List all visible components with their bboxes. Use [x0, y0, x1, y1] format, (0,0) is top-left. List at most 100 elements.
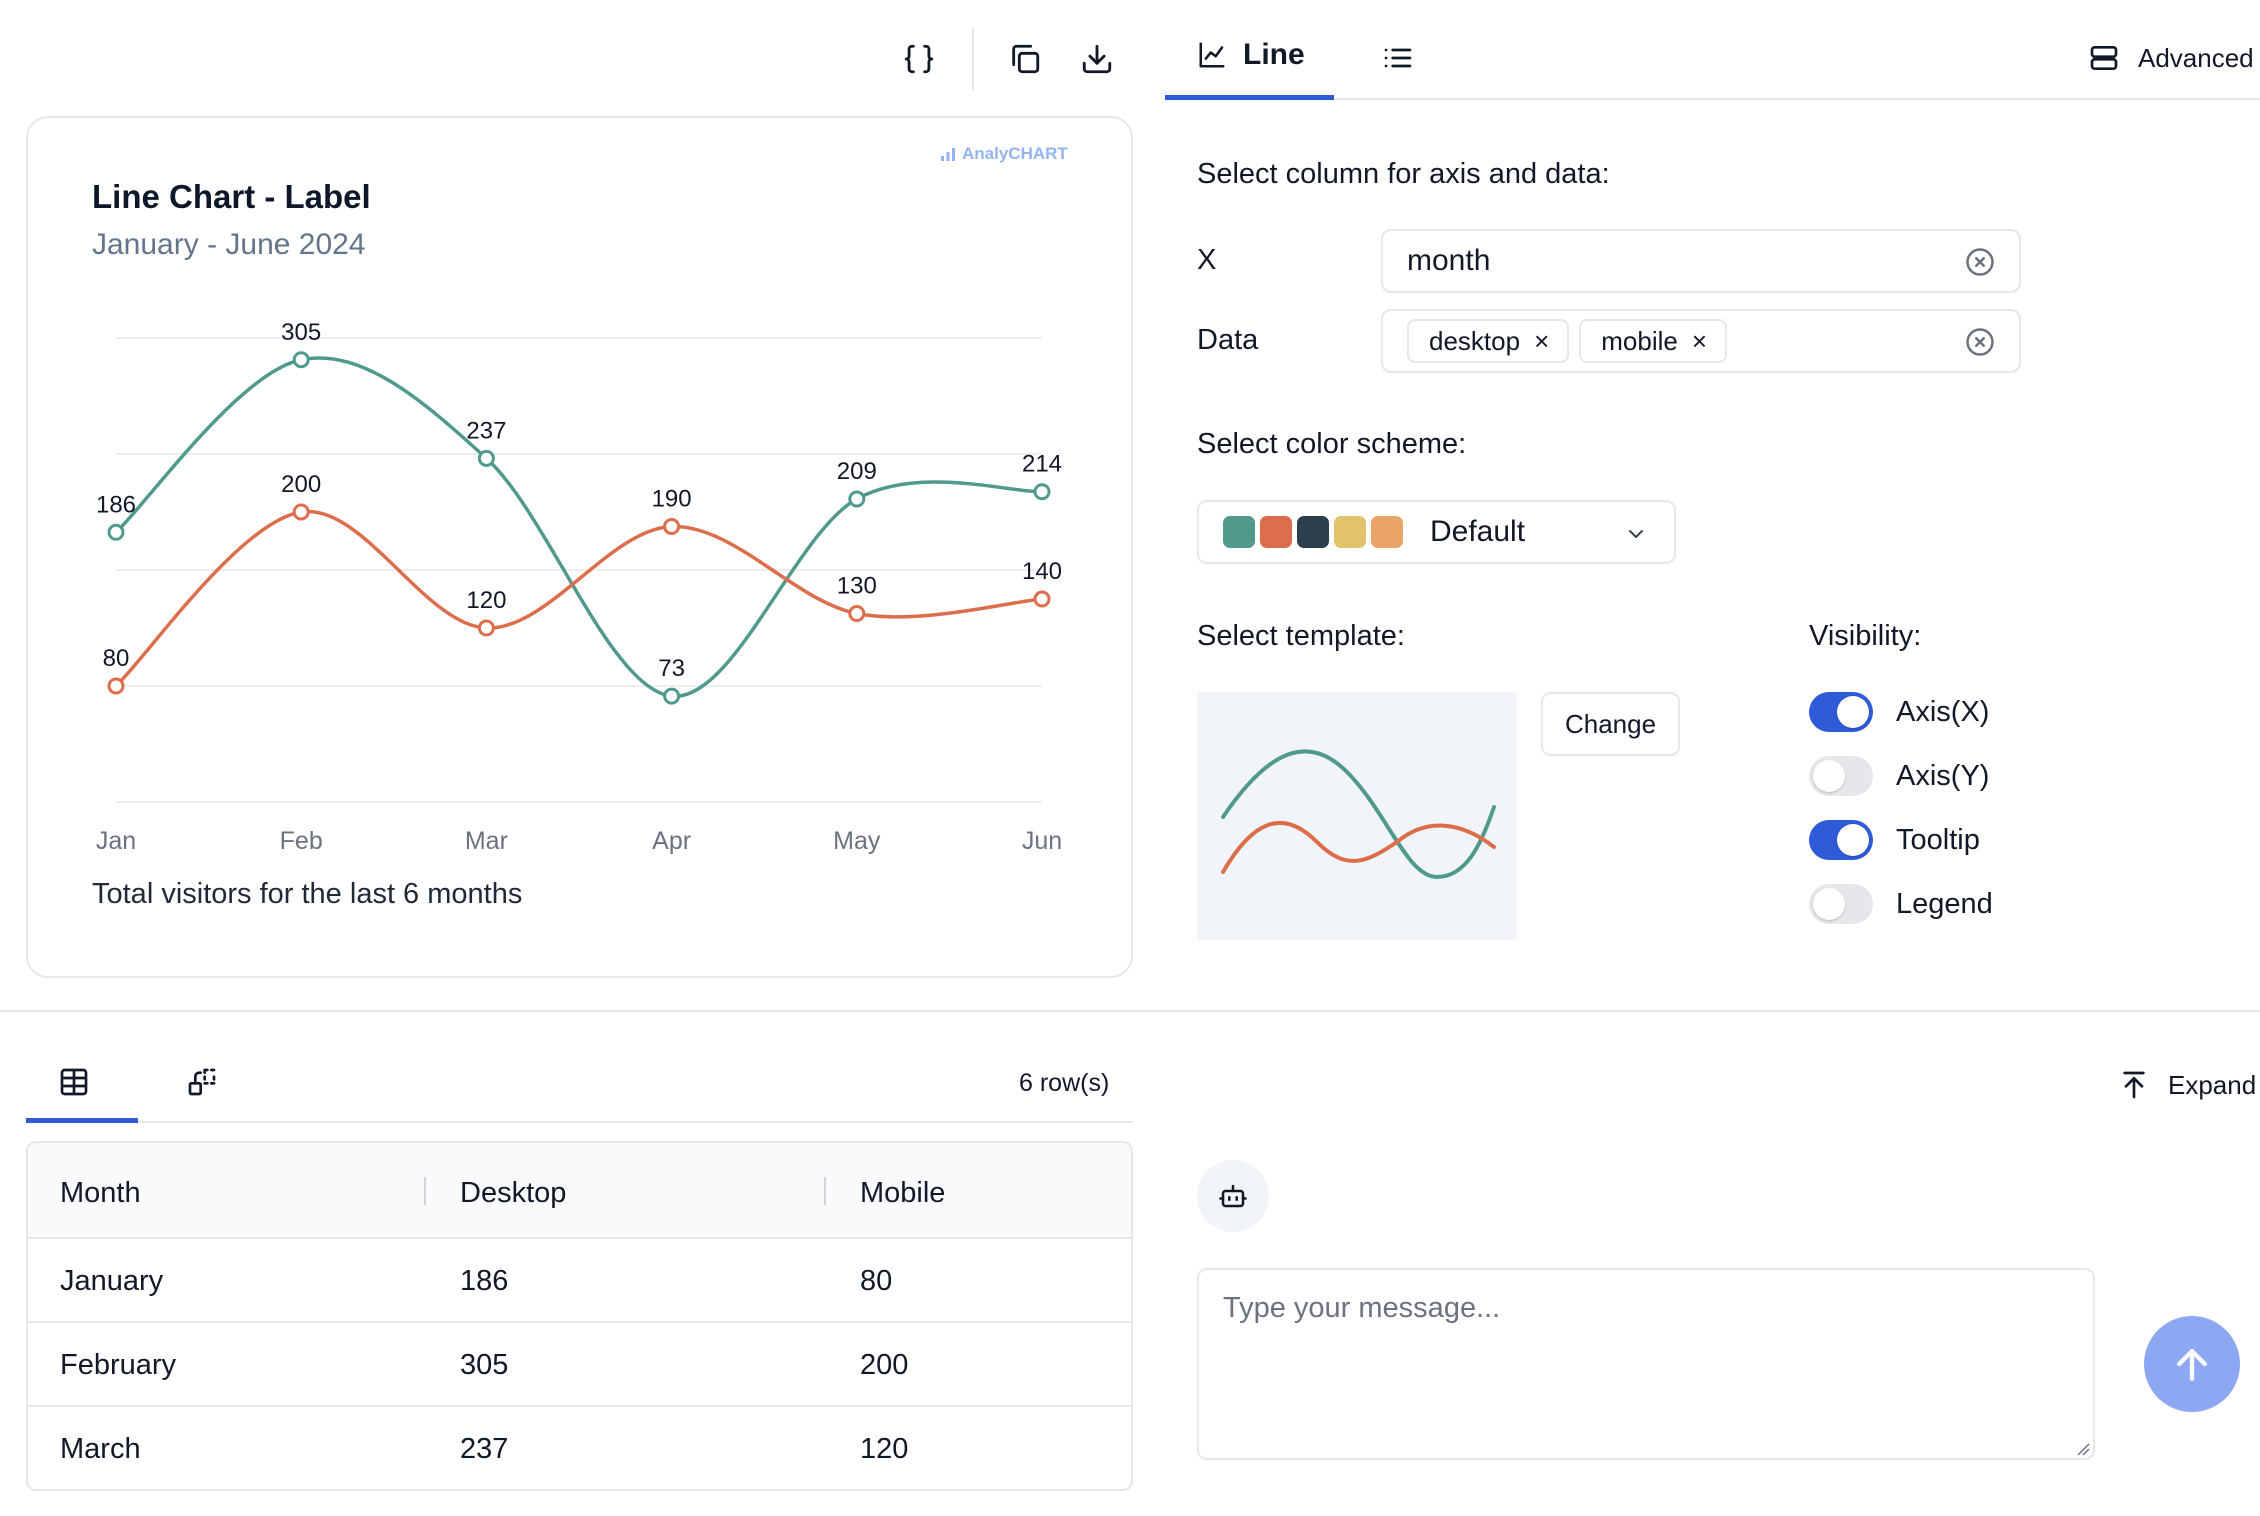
color-scheme-select[interactable]: Default	[1197, 500, 1676, 564]
toggle-legend[interactable]	[1809, 884, 1873, 924]
color-scheme-value: Default	[1430, 515, 1526, 548]
cell-desktop: 305	[460, 1349, 509, 1381]
swatch-5	[1371, 516, 1403, 548]
table-row[interactable]: February 305 200	[28, 1323, 1131, 1407]
remove-mobile-icon[interactable]: ×	[1691, 326, 1708, 356]
cell-mobile: 80	[860, 1265, 893, 1297]
x-label: X	[1197, 244, 1217, 276]
x-tick-label: Apr	[652, 827, 691, 855]
template-heading: Select template:	[1197, 620, 1405, 652]
change-template-button[interactable]: Change	[1541, 692, 1680, 756]
x-tick-label: Jun	[1022, 827, 1062, 855]
header-month[interactable]: Month	[60, 1177, 141, 1209]
data-point-desktop	[663, 687, 681, 705]
tab-line[interactable]: Line	[1197, 38, 1305, 72]
layers-icon	[2090, 46, 2118, 70]
template-preview[interactable]	[1197, 692, 1517, 940]
tab-table[interactable]	[58, 1066, 90, 1098]
toggle-axis-x-label: Axis(X)	[1896, 696, 1990, 728]
x-tick-label: Jan	[96, 827, 136, 855]
cell-month: February	[60, 1349, 177, 1381]
brand-logo: AnalyCHART	[940, 144, 1068, 164]
data-point-desktop	[107, 523, 125, 541]
color-heading: Select color scheme:	[1197, 428, 1467, 460]
data-point-mobile	[663, 518, 681, 535]
tab-sql[interactable]	[186, 1066, 218, 1098]
toolbar-divider	[972, 28, 974, 90]
expand-button[interactable]: Expand	[2118, 1069, 2256, 1101]
chip-mobile: mobile ×	[1579, 319, 1728, 363]
table-header: Month Desktop Mobile	[28, 1143, 1131, 1239]
data-point-desktop	[477, 449, 495, 467]
chip-desktop: desktop ×	[1407, 319, 1570, 363]
data-label-desktop: 186	[96, 491, 136, 518]
chart-footer: Total visitors for the last 6 months	[92, 878, 523, 910]
data-label-mobile: 80	[103, 645, 130, 672]
data-table: Month Desktop Mobile January 186 80 Febr…	[26, 1141, 1133, 1491]
send-button[interactable]	[2144, 1316, 2240, 1412]
x-column-value: month	[1407, 244, 1491, 277]
column-resize-handle[interactable]	[824, 1177, 826, 1205]
table-tab-indicator	[26, 1118, 138, 1123]
x-column-select[interactable]: month	[1381, 229, 2021, 293]
remove-desktop-icon[interactable]: ×	[1534, 326, 1550, 356]
chip-mobile-label: mobile	[1601, 325, 1678, 356]
column-resize-handle[interactable]	[424, 1177, 426, 1205]
data-point-mobile	[1033, 590, 1051, 608]
toggle-legend-label: Legend	[1896, 888, 1993, 920]
query-icon	[188, 1068, 216, 1096]
toggle-axis-x[interactable]	[1809, 692, 1873, 732]
copy-icon[interactable]	[1000, 34, 1050, 84]
visibility-heading: Visibility:	[1809, 620, 1922, 652]
toggle-tooltip[interactable]	[1809, 820, 1873, 860]
data-label-desktop: 209	[837, 458, 877, 485]
toggle-tooltip-label: Tooltip	[1896, 824, 1980, 856]
x-tick-label: Mar	[465, 827, 508, 855]
line-chart: Jan Feb Mar Apr May Jun 186 305 237 73 209 214 80 200…	[96, 319, 1062, 855]
data-label-mobile: 190	[652, 486, 692, 513]
resize-handle-icon[interactable]	[2076, 1442, 2090, 1456]
clear-x-icon[interactable]	[1965, 247, 1995, 277]
table-row[interactable]: January 186 80	[28, 1239, 1131, 1323]
data-label-desktop: 305	[281, 319, 321, 346]
toggle-axis-y[interactable]	[1809, 756, 1873, 796]
chip-desktop-label: desktop	[1429, 325, 1521, 356]
cell-desktop: 186	[460, 1265, 509, 1297]
data-label-desktop: 237	[466, 417, 506, 444]
toggle-knob	[1813, 760, 1845, 792]
x-tick-label: May	[833, 827, 881, 855]
axis-heading: Select column for axis and data:	[1197, 158, 1610, 190]
data-label-mobile: 130	[837, 573, 877, 600]
tab-list[interactable]	[1382, 42, 1414, 74]
toggle-knob	[1813, 888, 1845, 920]
tab-line-label: Line	[1243, 38, 1305, 71]
tab-advanced[interactable]: Advanced	[2088, 42, 2254, 74]
arrow-up-icon	[2176, 1348, 2208, 1381]
data-columns-select[interactable]: desktop × mobile ×	[1381, 309, 2021, 373]
arrow-up-to-line-icon	[2123, 1071, 2145, 1099]
data-point-mobile	[107, 677, 125, 695]
header-desktop[interactable]: Desktop	[460, 1177, 567, 1209]
data-label-desktop: 214	[1022, 451, 1062, 478]
toggle-knob	[1837, 696, 1869, 728]
swatch-4	[1334, 516, 1366, 548]
braces-icon[interactable]	[894, 34, 944, 84]
data-point-desktop	[848, 490, 866, 508]
data-point-mobile	[292, 503, 310, 521]
swatch-3	[1297, 516, 1329, 548]
bot-avatar	[1197, 1160, 1269, 1232]
message-input[interactable]	[1197, 1268, 2095, 1460]
data-label-desktop: 73	[658, 655, 685, 682]
chart-subtitle: January - June 2024	[92, 228, 366, 261]
clear-data-icon[interactable]	[1965, 327, 1995, 357]
header-mobile[interactable]: Mobile	[860, 1177, 946, 1209]
table-icon	[60, 1068, 88, 1096]
table-tab-border	[26, 1121, 1133, 1123]
x-tick-label: Feb	[280, 827, 323, 855]
chevron-down-icon	[1629, 530, 1643, 538]
cell-mobile: 200	[860, 1349, 909, 1381]
toggle-knob	[1837, 824, 1869, 856]
data-label-mobile: 200	[281, 471, 321, 498]
table-row[interactable]: March 237 120	[28, 1407, 1131, 1489]
download-icon[interactable]	[1072, 34, 1122, 84]
